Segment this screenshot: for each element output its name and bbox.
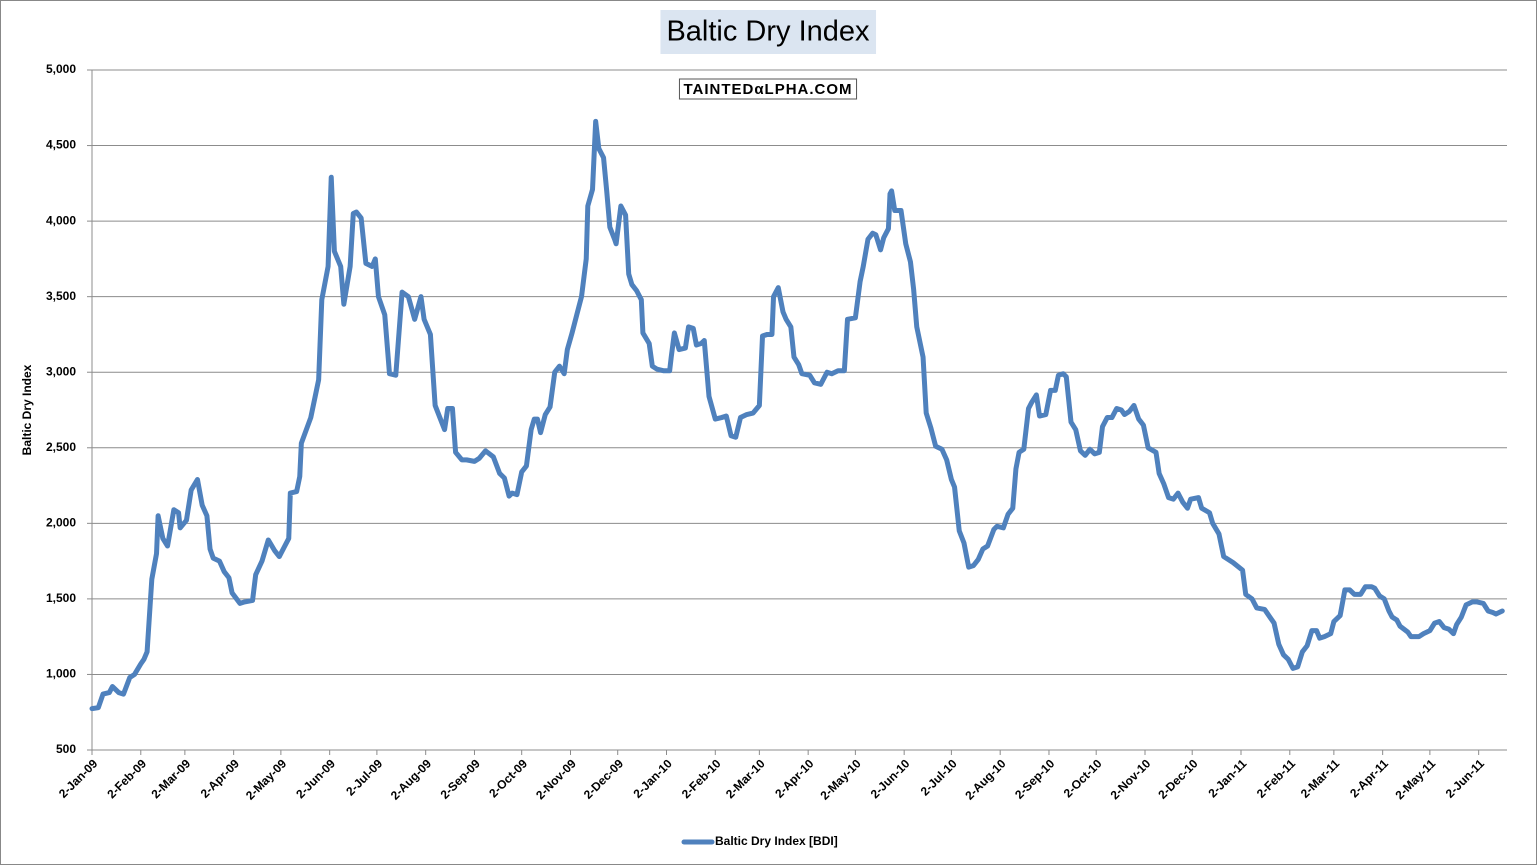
y-tick-label: 1,000	[46, 667, 76, 681]
chart-title: Baltic Dry Index	[666, 16, 870, 48]
title-box	[660, 10, 877, 54]
y-tick-label: 4,000	[46, 213, 76, 227]
watermark-box	[678, 78, 858, 100]
y-tick-label: 2,500	[46, 440, 76, 454]
y-tick-label: 3,000	[46, 364, 76, 378]
y-tick-label: 3,500	[46, 289, 76, 303]
y-tick-label: 5,000	[46, 62, 76, 76]
data-line	[89, 118, 1505, 712]
y-tick-label: 4,500	[46, 138, 76, 152]
y-tick-label: 2,000	[46, 516, 76, 530]
legend-label: Baltic Dry Index [BDI]	[715, 834, 838, 848]
y-axis-label: Baltic Dry Index	[20, 364, 34, 455]
y-tick-label: 500	[56, 742, 76, 756]
watermark: TAINTEDαLPHA.COM	[683, 81, 852, 98]
y-tick-label: 1,500	[46, 591, 76, 605]
